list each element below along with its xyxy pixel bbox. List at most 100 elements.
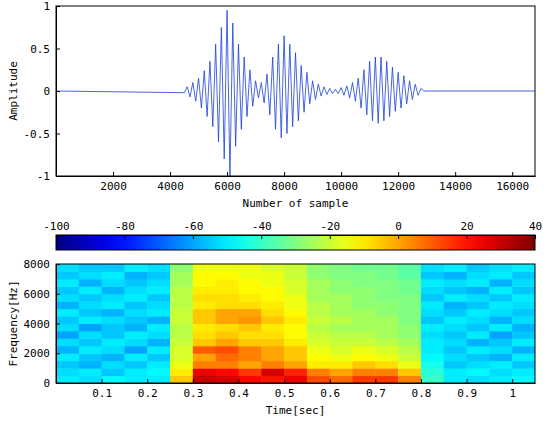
y-axis-title: Frequency[Hz] <box>7 280 20 366</box>
heatmap-cell <box>284 264 307 272</box>
tick-mark <box>56 235 57 239</box>
tick: 12000 <box>382 172 415 193</box>
heatmap-cell <box>56 309 79 317</box>
heatmap-cell <box>444 376 467 383</box>
tick: 0.9 <box>457 379 477 400</box>
heatmap-cell <box>284 324 307 332</box>
heatmap-cell <box>512 271 535 279</box>
heatmap-cell <box>467 361 490 369</box>
heatmap-cell <box>124 338 147 346</box>
heatmap-cell <box>147 361 170 369</box>
heatmap-cell <box>421 331 444 339</box>
heatmap-cell <box>398 271 421 279</box>
heatmap-cell <box>102 368 125 376</box>
tick-label: -40 <box>252 220 272 233</box>
heatmap-cell <box>398 331 421 339</box>
heatmap-cell <box>238 324 261 332</box>
heatmap-cell <box>216 264 239 272</box>
tick: 2000 <box>24 347 61 360</box>
heatmap-cell <box>353 309 376 317</box>
heatmap-cell <box>375 264 398 272</box>
heatmap-cell <box>307 346 330 354</box>
heatmap-cell <box>79 361 102 369</box>
x-axis-title: Number of sample <box>243 197 349 210</box>
heatmap-cell <box>193 301 216 309</box>
plot-frame <box>56 264 535 383</box>
heatmap-cell <box>261 301 284 309</box>
heatmap-cell <box>421 376 444 383</box>
heatmap-cell <box>124 286 147 294</box>
heatmap-cell <box>284 368 307 376</box>
tick-mark <box>261 235 262 239</box>
heatmap-cell <box>79 301 102 309</box>
heatmap-cell <box>421 286 444 294</box>
heatmap-cell <box>444 301 467 309</box>
heatmap-cell <box>261 271 284 279</box>
tick-label: -20 <box>320 220 340 233</box>
heatmap-cell <box>170 294 193 302</box>
heatmap-cell <box>79 264 102 272</box>
heatmap-cell <box>216 294 239 302</box>
heatmap-cell <box>489 316 512 324</box>
tick: 0.8 <box>412 379 432 400</box>
heatmap-cell <box>307 361 330 369</box>
tick: -60 <box>183 220 203 239</box>
heatmap-cell <box>444 353 467 361</box>
heatmap-cell <box>56 368 79 376</box>
heatmap-cell <box>330 294 353 302</box>
heatmap-cell <box>79 346 102 354</box>
heatmap-cell <box>398 286 421 294</box>
heatmap-cell <box>238 376 261 383</box>
heatmap-cell <box>216 271 239 279</box>
heatmap-cell <box>444 346 467 354</box>
heatmap-cell <box>193 346 216 354</box>
heatmap-cell <box>170 338 193 346</box>
heatmap-cell <box>421 324 444 332</box>
tick: -1 <box>37 170 60 183</box>
heatmap-cell <box>261 331 284 339</box>
heatmap-cell <box>124 294 147 302</box>
heatmap-cell <box>330 376 353 383</box>
tick-label: 0.5 <box>30 43 50 56</box>
heatmap-cell <box>147 264 170 272</box>
heatmap-cell <box>216 361 239 369</box>
heatmap-cell <box>147 316 170 324</box>
heatmap-cell <box>421 346 444 354</box>
heatmap-cell <box>261 309 284 317</box>
heatmap-cell <box>102 264 125 272</box>
tick-mark <box>341 172 342 176</box>
heatmap-cell <box>444 338 467 346</box>
axis-line <box>57 235 536 236</box>
heatmap-cell <box>56 264 79 272</box>
tick: 8000 <box>271 172 298 193</box>
heatmap-cell <box>489 301 512 309</box>
heatmap-cell <box>238 361 261 369</box>
tick-mark <box>375 379 376 383</box>
heatmap-cell <box>353 324 376 332</box>
heatmap-cell <box>147 301 170 309</box>
heatmap-cell <box>170 331 193 339</box>
heatmap-cell <box>79 338 102 346</box>
axis: 02000400060008000 <box>24 258 61 390</box>
heatmap-cell <box>330 316 353 324</box>
heatmap-cell <box>307 368 330 376</box>
heatmap-cell <box>353 279 376 287</box>
heatmap-cell <box>512 279 535 287</box>
heatmap-cell <box>467 301 490 309</box>
heatmap-cell <box>375 294 398 302</box>
heatmap-cell <box>284 331 307 339</box>
heatmap-cell <box>238 353 261 361</box>
heatmap-cell <box>512 338 535 346</box>
tick-label: 1 <box>509 387 516 400</box>
tick-mark <box>238 379 239 383</box>
tick: -20 <box>320 220 340 239</box>
figure: 200040006000800010000120001400016000-1-0… <box>0 0 551 427</box>
heatmap-cell <box>489 346 512 354</box>
heatmap-cell <box>512 376 535 383</box>
heatmap-cell <box>193 324 216 332</box>
heatmap-cell <box>216 368 239 376</box>
heatmap-cell <box>238 271 261 279</box>
heatmap-cell <box>147 346 170 354</box>
heatmap-cell <box>170 346 193 354</box>
heatmap-cell <box>216 346 239 354</box>
